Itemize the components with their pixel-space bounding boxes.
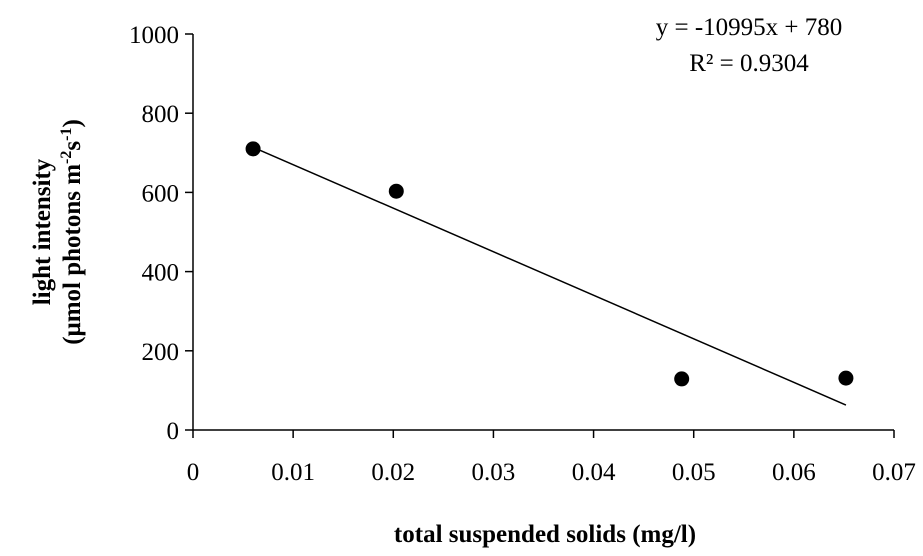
- y-tick-label: 600: [142, 180, 180, 207]
- data-points: [245, 141, 854, 387]
- trendline: [252, 146, 847, 406]
- r-squared-label: R² = 0.9304: [689, 50, 809, 77]
- trendline-equation: y = -10995x + 780: [656, 14, 843, 41]
- y-tick-label: 0: [167, 418, 180, 445]
- y-tick-label: 1000: [129, 22, 179, 49]
- x-tick-label: 0: [187, 459, 200, 486]
- y-tick-label: 200: [142, 339, 180, 366]
- x-tick-label: 0.07: [872, 459, 916, 486]
- x-tick-label: 0.04: [572, 459, 616, 486]
- x-tick-label: 0.03: [472, 459, 516, 486]
- x-ticks: 0 0.01 0.02 0.03 0.04 0.05 0.06 0.07: [187, 430, 916, 486]
- x-tick-label: 0.01: [271, 459, 315, 486]
- x-tick-label: 0.05: [672, 459, 716, 486]
- y-axis-title: light intensity (μmol photons m-2s-1): [29, 119, 86, 345]
- y-tick-label: 400: [142, 260, 180, 287]
- x-axis-title: total suspended solids (mg/l): [394, 521, 696, 548]
- y-tick-label: 800: [142, 101, 180, 128]
- trendline-group: [252, 146, 847, 406]
- x-tick-label: 0.06: [772, 459, 816, 486]
- data-point: [838, 370, 854, 386]
- axes: [192, 34, 894, 431]
- data-point: [245, 141, 261, 157]
- y-ticks: 0 200 400 600 800 1000: [129, 22, 193, 445]
- x-tick-label: 0.02: [371, 459, 415, 486]
- data-point: [674, 371, 690, 387]
- y-axis-title-line1: light intensity: [29, 158, 56, 305]
- data-point: [388, 183, 404, 199]
- y-axis-title-line2: (μmol photons m-2s-1): [58, 119, 86, 345]
